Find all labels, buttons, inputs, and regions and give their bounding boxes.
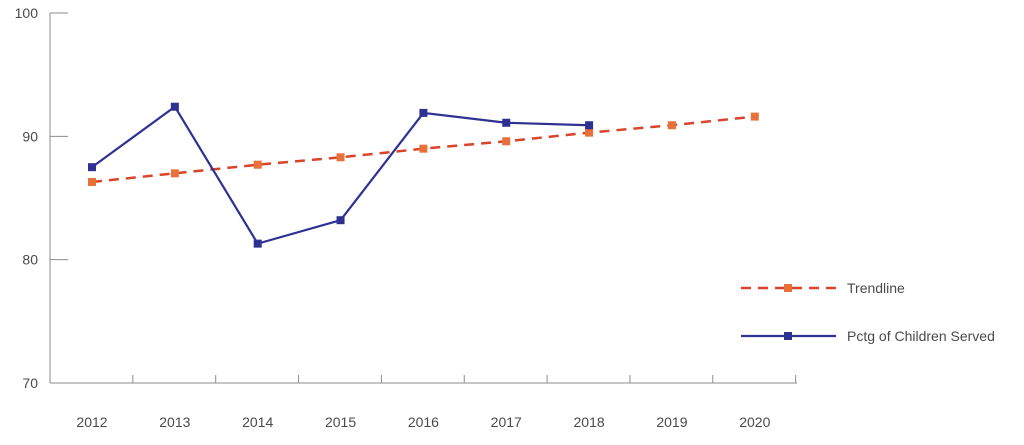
data-point-marker	[253, 160, 262, 169]
y-axis-ticks: 70 80 90 100	[15, 5, 68, 391]
y-tick-label: 80	[22, 252, 38, 268]
x-tick-label: 2017	[491, 414, 522, 430]
data-point-marker	[667, 121, 676, 130]
series-layer	[88, 102, 759, 248]
data-point-marker	[170, 169, 179, 178]
data-point-marker	[88, 177, 96, 186]
x-tick-label: 2014	[242, 414, 273, 430]
legend-label: Pctg of Children Served	[847, 328, 995, 344]
legend-marker	[784, 284, 792, 292]
x-tick-label: 2016	[408, 414, 439, 430]
data-point-marker	[750, 112, 759, 121]
data-point-marker	[88, 163, 96, 172]
data-point-marker	[336, 216, 345, 225]
x-axis-ticks: 2012 2013 2014 2015 2016 2017 2018 2019 2020	[76, 375, 797, 430]
data-point-marker	[419, 108, 428, 117]
data-point-marker	[419, 144, 428, 153]
data-point-marker	[585, 121, 594, 130]
series-0	[88, 112, 759, 186]
legend-item-0: Trendline	[741, 280, 905, 296]
x-tick-label: 2018	[574, 414, 605, 430]
x-tick-label: 2012	[76, 414, 107, 430]
data-point-marker	[170, 102, 179, 111]
y-tick-label: 90	[22, 128, 38, 144]
x-tick-label: 2013	[159, 414, 190, 430]
y-tick-label: 100	[15, 5, 39, 21]
data-point-marker	[253, 239, 262, 248]
x-tick-label: 2019	[656, 414, 687, 430]
legend-marker	[784, 332, 792, 340]
data-point-marker	[585, 128, 594, 137]
legend: Trendline Pctg of Children Served	[741, 280, 995, 344]
series-line	[91, 115, 755, 184]
legend-item-1: Pctg of Children Served	[741, 328, 995, 344]
x-tick-label: 2020	[739, 414, 770, 430]
legend-label: Trendline	[847, 280, 905, 296]
x-tick-label: 2015	[325, 414, 356, 430]
data-point-marker	[502, 118, 511, 127]
series-1	[88, 102, 594, 248]
data-point-marker	[502, 137, 511, 146]
data-point-marker	[336, 153, 345, 162]
y-tick-label: 70	[22, 375, 38, 391]
chart-axes	[49, 13, 797, 384]
